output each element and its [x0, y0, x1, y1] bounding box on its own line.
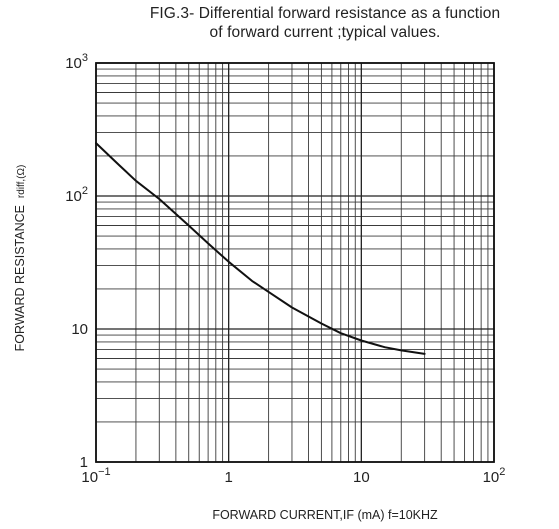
- x-tick-label: 10−1: [81, 466, 110, 486]
- series-line: [95, 142, 426, 355]
- chart-title-line-1: FIG.3- Differential forward resistance a…: [149, 5, 501, 22]
- y-tick-label: 10: [71, 321, 88, 338]
- x-axis-label: FORWARD CURRENT,IF (mA) f=10KHZ: [212, 508, 438, 522]
- x-tick-label: 102: [483, 466, 506, 486]
- y-tick-label: 1: [80, 454, 88, 471]
- chart-title: FIG.3- Differential forward resistance a…: [96, 4, 554, 42]
- y-axis-label-text: FORWARD RESISTANCE: [13, 205, 27, 352]
- x-tick-label: 10: [353, 469, 370, 486]
- chart-title-line-2: of forward current ;typical values.: [209, 24, 441, 41]
- y-tick-label: 102: [65, 185, 88, 205]
- plot-frame: [95, 62, 495, 463]
- y-axis-label-symbol: rdiff,(Ω): [16, 164, 27, 199]
- x-tick-label: 1: [224, 469, 232, 486]
- y-tick-label: 103: [65, 52, 88, 72]
